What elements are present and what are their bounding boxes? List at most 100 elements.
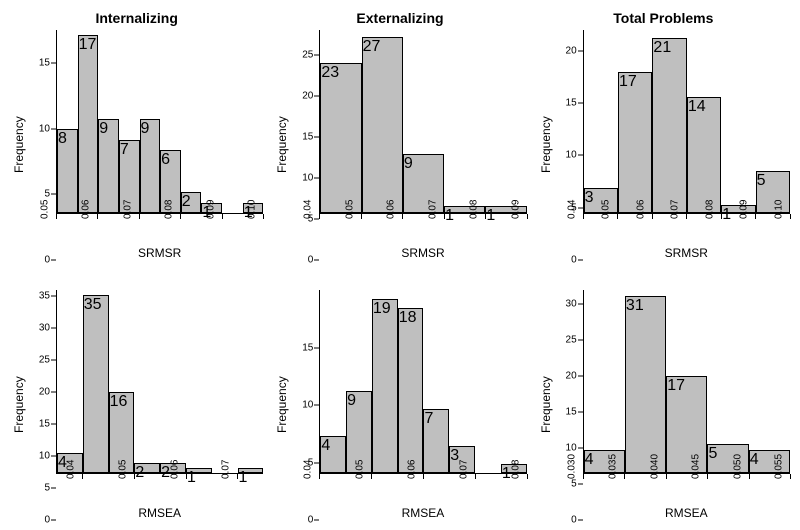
x-axis-label: RMSEA [319,506,526,520]
x-axis-label: SRMSR [319,246,526,260]
x-tick-mark [180,214,181,219]
histogram-bar: 21 [652,38,686,213]
x-tick-label: 0.07 [458,460,469,479]
y-tick-label: 20 [302,90,313,101]
x-tick-label: 0.06 [169,460,180,479]
x-tick-label: 0.05 [601,200,612,219]
panel-1-2: Frequency05101520253043117540.0300.0350.… [537,270,790,520]
histogram-bar: 9 [98,119,119,213]
histogram: 491918731 [319,290,526,474]
y-tick-label: 10 [566,443,577,454]
y-tick-label: 20 [39,387,50,398]
panel-0-0: Internalizing Frequency05101581797962110.… [10,10,263,260]
column-title [10,270,263,288]
histogram-bar: 1 [186,468,212,473]
x-tick-mark [686,214,687,219]
column-title [537,270,790,288]
y-tick-label: 20 [566,45,577,56]
y-tick-label: 10 [302,172,313,183]
x-tick-label: 0.07 [427,200,438,219]
y-axis: 0510152025 [291,30,319,260]
y-tick-label: 25 [39,355,50,366]
histogram-bar: 23 [320,63,361,213]
y-tick-label: 15 [302,131,313,142]
histogram-bar: 27 [362,37,403,213]
histogram-bar: 18 [398,308,424,473]
x-tick-label: 0.05 [117,460,128,479]
histogram-bar: 8 [57,129,78,213]
x-tick-mark [186,474,187,479]
x-tick-mark [97,214,98,219]
column-title: Total Problems [537,10,790,28]
y-axis-label: Frequency [537,290,555,520]
histogram: 4311754 [583,290,790,474]
x-tick-mark [485,214,486,219]
y-axis: 05101520253035 [28,290,56,520]
y-tick-label: 10 [302,400,313,411]
x-tick-label: 0.06 [406,460,417,479]
x-axis: 0.040.050.060.070.080.090.10SRMSR [583,214,790,260]
y-tick-label: 0 [571,255,577,266]
y-tick-label: 0 [44,515,50,526]
histogram: 2327911 [319,30,526,214]
x-tick-label: 0.08 [469,200,480,219]
x-axis: 0.040.050.060.070.08RMSEA [319,474,526,520]
histogram: 435162211 [56,290,263,474]
y-axis: 051015202530 [555,290,583,520]
y-axis-label: Frequency [273,290,291,520]
x-tick-label: 0.040 [649,454,660,479]
y-tick-label: 15 [302,342,313,353]
y-tick-label: 10 [566,150,577,161]
x-tick-mark [527,474,528,479]
x-tick-label: 0.05 [344,200,355,219]
y-tick-label: 15 [566,98,577,109]
y-axis: 05101520 [555,30,583,260]
histogram: 8179796211 [56,30,263,214]
x-tick-mark [319,214,320,219]
y-tick-label: 0 [571,515,577,526]
x-tick-mark [134,474,135,479]
x-tick-label: 0.07 [670,200,681,219]
x-axis: 0.0300.0350.0400.0450.0500.055RMSEA [583,474,790,520]
x-tick-label: 0.09 [510,200,521,219]
x-tick-mark [666,474,667,479]
x-tick-mark [139,214,140,219]
x-tick-mark [583,214,584,219]
panel-1-0: Frequency051015202530354351622110.040.05… [10,270,263,520]
x-tick-label: 0.07 [122,200,133,219]
x-tick-mark [263,214,264,219]
y-tick-label: 15 [39,57,50,68]
x-axis: 0.050.060.070.080.090.10SRMSR [56,214,263,260]
x-tick-mark [56,214,57,219]
x-tick-label: 0.055 [773,454,784,479]
x-tick-label: 0.06 [635,200,646,219]
x-tick-label: 0.08 [704,200,715,219]
x-tick-mark [624,474,625,479]
x-tick-label: 0.045 [691,454,702,479]
histogram-bar: 4 [320,436,346,473]
x-tick-label: 0.10 [247,200,258,219]
y-axis-label: Frequency [10,30,28,260]
histogram-bar: 17 [618,72,652,213]
column-title: Internalizing [10,10,263,28]
x-tick-mark [444,214,445,219]
x-tick-mark [583,474,584,479]
y-tick-label: 0 [44,255,50,266]
y-tick-label: 0 [308,255,314,266]
y-tick-label: 15 [566,407,577,418]
x-tick-mark [371,474,372,479]
x-tick-mark [237,474,238,479]
x-tick-label: 0.09 [739,200,750,219]
x-tick-label: 0.09 [205,200,216,219]
histogram-bar: 2 [134,463,160,473]
x-axis-label: SRMSR [56,246,263,260]
y-axis-label: Frequency [273,30,291,260]
x-tick-mark [319,474,320,479]
y-tick-label: 25 [302,49,313,60]
histogram-bar: 1 [238,468,264,473]
y-tick-label: 15 [39,419,50,430]
x-tick-label: 0.04 [566,200,577,219]
histogram-bar: 31 [625,296,666,473]
y-tick-label: 30 [39,323,50,334]
y-axis: 051015 [28,30,56,260]
